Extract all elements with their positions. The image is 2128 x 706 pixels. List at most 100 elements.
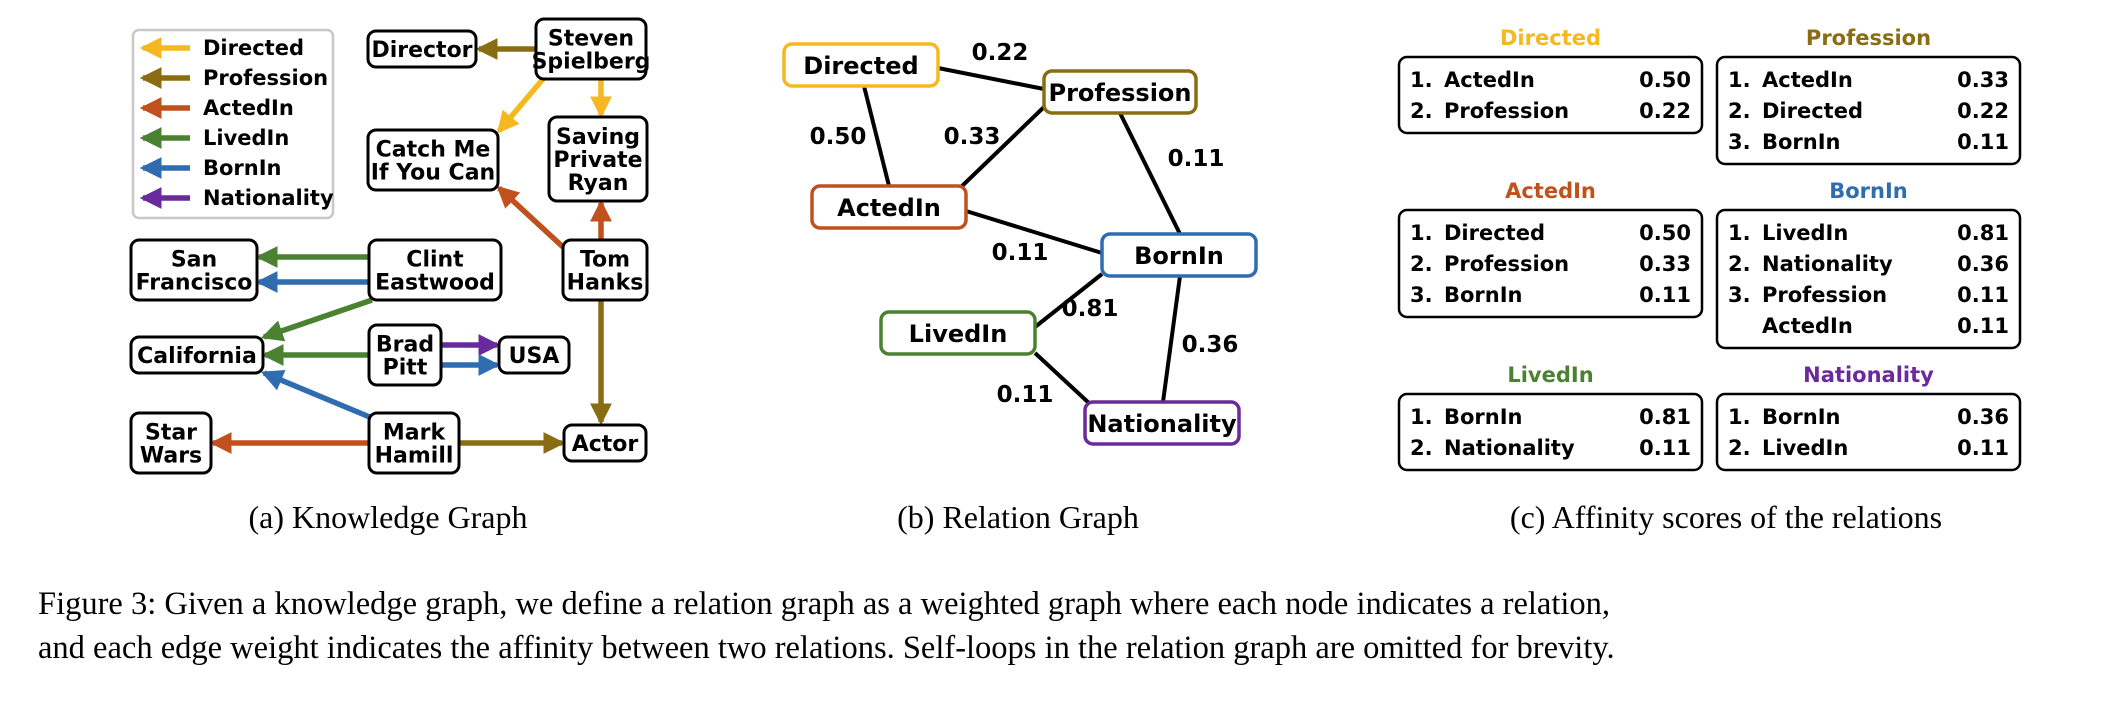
affinity-profession: Profession 1. ActedIn 0.33 2. Directed 0.22 3. B… [1715,26,2022,166]
entity-box [129,335,265,375]
affinity-box [1397,392,1704,472]
relation-graph-edges: 0.22 0.50 0.33 0.11 0.11 0.81 0.36 0.11 [810,40,1239,408]
legend-label-directed: Directed [203,36,304,60]
affinity-rank: 2. [1728,99,1751,123]
rg-node-label: Profession [1048,79,1191,107]
affinity-rank: 1. [1728,405,1751,429]
affinity-livedin: LivedIn 1. BornIn 0.81 2. Nationality 0.11 [1397,363,1704,472]
rg-node-box [1083,400,1241,446]
rg-node-directed: Directed [782,42,940,88]
entity-label: Clint [406,248,464,273]
affinity-rank: 3. [1410,283,1433,307]
figure-caption: Figure 3: Given a knowledge graph, we de… [38,582,2108,670]
affinity-rank: 2. [1410,252,1433,276]
entity-label: Francisco [136,271,253,296]
entity-box [367,411,461,475]
kg-edges [209,38,612,454]
entity-label: Saving [556,125,640,150]
rg-edge-weight: 0.50 [810,124,867,150]
affinity-box [1397,208,1704,319]
rg-node-label: Nationality [1087,410,1237,438]
kg-edge-livedin [260,297,373,342]
rg-edge-profession-bornin [1118,112,1182,235]
affinity-score: 0.11 [1957,283,2009,307]
affinity-title: BornIn [1829,179,1908,203]
rg-node-box [1100,232,1258,278]
affinity-score: 0.22 [1639,99,1691,123]
relation-graph-nodes: Directed Profession ActedIn BornIn LivedIn Na… [782,42,1258,446]
kg-edge-bornin [260,370,374,421]
rg-node-livedin: LivedIn [879,310,1037,356]
affinity-relation: BornIn [1762,130,1841,154]
rg-node-label: Directed [803,52,918,80]
affinity-score: 0.11 [1957,314,2009,338]
entity-director: Director [366,29,478,69]
entity-box [129,238,259,302]
affinity-score: 0.33 [1957,68,2009,92]
rg-node-box [810,184,968,230]
affinity-title: LivedIn [1507,363,1593,387]
entity-label: Spielberg [532,50,651,75]
rg-edge-weight: 0.11 [997,382,1054,408]
affinity-score: 0.11 [1639,436,1691,460]
entity-label: Ryan [568,171,629,196]
entity-box [366,29,478,69]
entity-label: Star [145,421,197,446]
affinity-score: 0.11 [1957,436,2009,460]
affinity-relation: ActedIn [1762,314,1853,338]
affinity-score: 0.11 [1639,283,1691,307]
entity-usa: USA [497,335,571,375]
affinity-score: 0.50 [1639,68,1691,92]
affinity-box [1397,55,1704,135]
affinity-relation: Nationality [1444,436,1575,460]
affinity-actedin: ActedIn 1. Directed 0.50 2. Profession 0.33 3. B… [1397,179,1704,319]
affinity-score: 0.22 [1957,99,2009,123]
affinity-score: 0.81 [1957,221,2009,245]
affinity-relation: Nationality [1762,252,1893,276]
entity-actor: Actor [562,423,648,463]
affinity-title: ActedIn [1505,179,1596,203]
rg-edge-bornin-nationality [1161,275,1182,403]
entity-label: Hanks [567,271,644,296]
entity-label: Catch Me [376,138,491,163]
entity-label: San [171,248,217,273]
affinity-rank: 2. [1728,252,1751,276]
affinity-relation: LivedIn [1762,221,1848,245]
entity-box [547,115,649,203]
affinity-rank: 1. [1410,405,1433,429]
rg-node-label: BornIn [1134,242,1224,270]
legend-label-nationality: Nationality [203,186,334,210]
legend-label-profession: Profession [203,66,328,90]
entity-label: If You Can [371,161,495,186]
affinity-box [1715,208,2022,350]
affinity-relation: Directed [1762,99,1863,123]
entity-box [497,335,571,375]
rg-node-actedin: ActedIn [810,184,968,230]
entity-label: Wars [140,444,202,469]
entity-label: Actor [572,432,639,457]
affinity-rank: 3. [1728,283,1751,307]
entity-label: California [137,344,257,369]
entity-box [129,411,213,475]
affinity-title: Profession [1806,26,1931,50]
affinity-directed: Directed 1. ActedIn 0.50 2. Profession 0.22 [1397,26,1704,135]
kg-edge-actedin [496,185,565,250]
affinity-relation: LivedIn [1762,436,1848,460]
affinity-box [1715,392,2022,472]
legend-label-actedin: ActedIn [203,96,294,120]
entity-label: Eastwood [375,271,495,296]
entity-label: Director [371,38,472,63]
affinity-rank: 2. [1728,436,1751,460]
affinity-bornin: BornIn 1. LivedIn 0.81 2. Nationality 0.36 3. Pr… [1715,179,2022,350]
rg-node-box [879,310,1037,356]
rg-edge-weight: 0.22 [972,40,1029,66]
rg-node-label: ActedIn [837,194,941,222]
affinity-title: Directed [1500,26,1601,50]
